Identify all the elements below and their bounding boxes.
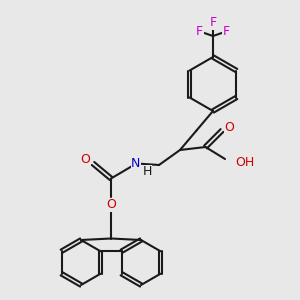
Text: F: F <box>223 25 230 38</box>
Text: O: O <box>106 198 116 212</box>
Text: O: O <box>225 121 234 134</box>
Text: F: F <box>209 16 217 29</box>
Text: N: N <box>131 157 141 170</box>
Text: F: F <box>196 25 203 38</box>
Text: OH: OH <box>236 155 255 169</box>
Text: H: H <box>142 165 152 178</box>
Text: O: O <box>81 153 90 167</box>
